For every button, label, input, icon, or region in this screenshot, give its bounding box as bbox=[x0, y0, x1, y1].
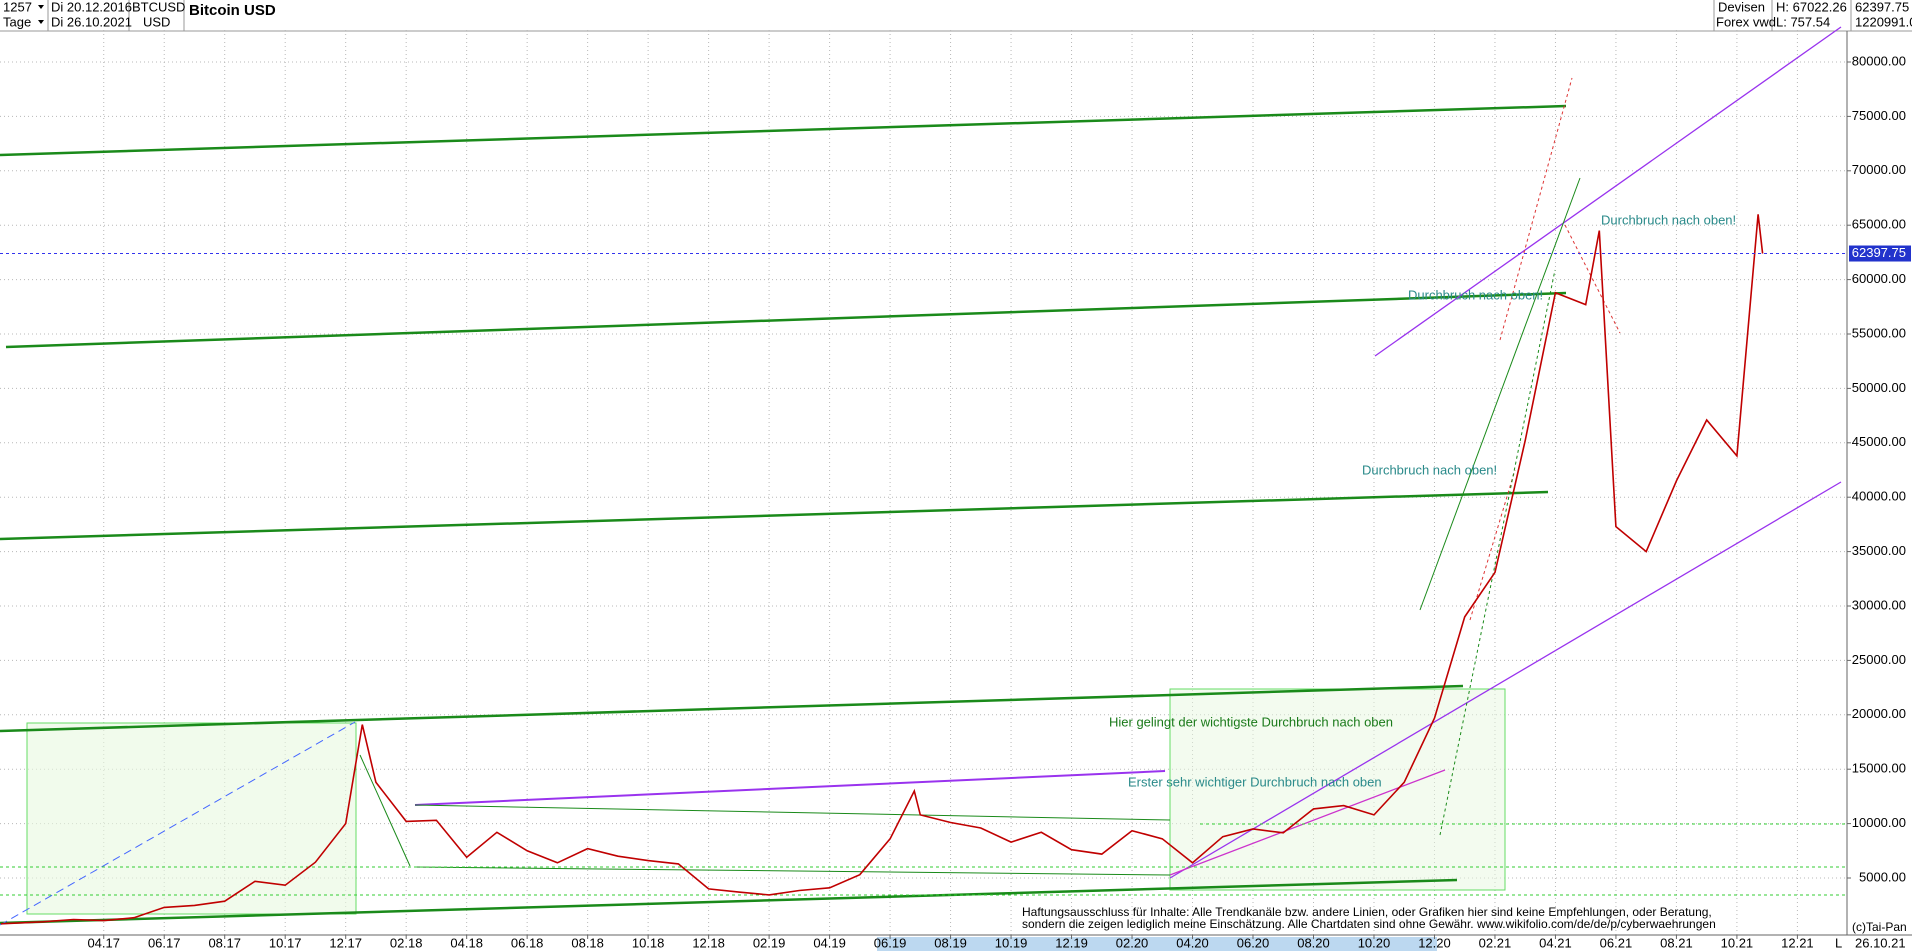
x-tick-label: 12.17 bbox=[329, 935, 362, 950]
trendline bbox=[1374, 26, 1842, 357]
x-tick-label: 02.18 bbox=[390, 935, 423, 950]
x-tick-label: 04.17 bbox=[87, 935, 120, 950]
trendlines bbox=[0, 26, 1847, 926]
low: L: 757.54 bbox=[1776, 14, 1830, 29]
x-tick-label: 10.19 bbox=[995, 935, 1028, 950]
x-tick-label: 10.17 bbox=[269, 935, 302, 950]
trendline bbox=[0, 684, 1464, 733]
trendline bbox=[1419, 177, 1581, 611]
chart-title: Bitcoin USD bbox=[189, 2, 276, 19]
range-box bbox=[26, 722, 357, 915]
from-date: Di 20.12.2016 bbox=[51, 0, 132, 14]
x-tick-label: 04.20 bbox=[1176, 935, 1209, 950]
count[interactable]: 1257 bbox=[3, 0, 32, 14]
x-tick-label: 12.19 bbox=[1055, 935, 1088, 950]
x-tick-label: 08.20 bbox=[1297, 935, 1330, 950]
trendline bbox=[0, 721, 356, 926]
y-tick-label: 50000.00 bbox=[1852, 380, 1906, 395]
x-tick-label: 06.18 bbox=[511, 935, 544, 950]
end-date: 26.10.21 bbox=[1855, 935, 1906, 950]
last-price-label: 62397.75 bbox=[1852, 245, 1906, 260]
x-tick-label: 08.19 bbox=[934, 935, 967, 950]
currency: USD bbox=[143, 14, 170, 29]
trendline bbox=[414, 804, 1171, 821]
trendline bbox=[1169, 481, 1842, 879]
plot bbox=[0, 214, 1847, 925]
trendline bbox=[1469, 469, 1516, 621]
scroll-range[interactable] bbox=[877, 937, 1437, 951]
y-tick-label: 5000.00 bbox=[1859, 869, 1906, 884]
annotation: Durchbruch nach oben! bbox=[1362, 462, 1497, 477]
x-tick-label: 04.21 bbox=[1539, 935, 1572, 950]
high: H: 67022.26 bbox=[1776, 0, 1847, 14]
y-tick-label: 15000.00 bbox=[1852, 761, 1906, 776]
trendline bbox=[0, 878, 1458, 925]
trendline bbox=[1564, 224, 1621, 334]
y-tick-label: 45000.00 bbox=[1852, 434, 1906, 449]
to-date: Di 26.10.2021 bbox=[51, 14, 132, 29]
y-tick-label: 20000.00 bbox=[1852, 706, 1906, 721]
x-tick-label: 02.21 bbox=[1479, 935, 1512, 950]
y-tick-label: 55000.00 bbox=[1852, 325, 1906, 340]
y-tick-label: 65000.00 bbox=[1852, 217, 1906, 232]
x-tick-label: 02.20 bbox=[1116, 935, 1149, 950]
market: Devisen bbox=[1718, 0, 1765, 14]
period[interactable]: Tage bbox=[3, 14, 31, 29]
x-tick-label: 04.18 bbox=[450, 935, 483, 950]
y-tick-label: 75000.00 bbox=[1852, 108, 1906, 123]
x-tick-label: 06.17 bbox=[148, 935, 181, 950]
x-tick-label: 06.20 bbox=[1237, 935, 1270, 950]
disclaimer: sondern die zeigen lediglich meine Einsc… bbox=[1022, 917, 1716, 931]
x-tick-label: 12.18 bbox=[692, 935, 725, 950]
trendline bbox=[0, 104, 1567, 157]
range-box bbox=[1169, 688, 1506, 891]
volume: 1220991.0 bbox=[1855, 14, 1912, 29]
x-tick-label: 02.19 bbox=[753, 935, 786, 950]
x-tick-label: 08.18 bbox=[571, 935, 604, 950]
x-tick-label: 12.21 bbox=[1781, 935, 1814, 950]
last: 62397.75 bbox=[1855, 0, 1909, 14]
annotation: Durchbruch nach oben! bbox=[1601, 212, 1736, 227]
y-tick-label: 40000.00 bbox=[1852, 489, 1906, 504]
disclaimer: Haftungsausschluss für Inhalte: Alle Tre… bbox=[1022, 905, 1712, 919]
annotation: Erster sehr wichtiger Durchbruch nach ob… bbox=[1128, 774, 1382, 789]
trendline bbox=[0, 490, 1549, 541]
y-tick-label: 80000.00 bbox=[1852, 53, 1906, 68]
source: Forex vwd bbox=[1716, 14, 1776, 29]
price-line bbox=[0, 214, 1764, 925]
x-tick-label: 04.19 bbox=[813, 935, 846, 950]
copyright: (c)Tai-Pan bbox=[1852, 920, 1907, 934]
y-tick-label: 60000.00 bbox=[1852, 271, 1906, 286]
y-tick-label: 30000.00 bbox=[1852, 597, 1906, 612]
dropdown-arrow bbox=[38, 5, 44, 24]
trendline bbox=[1439, 269, 1556, 836]
trendline bbox=[359, 754, 411, 867]
x-tick-label: 08.17 bbox=[208, 935, 241, 950]
header: 1257 Tage Di 20.12.2016 Di 26.10.2021 BT… bbox=[0, 0, 1912, 32]
x-tick-label: 12.20 bbox=[1418, 935, 1451, 950]
y-tick-label: 35000.00 bbox=[1852, 543, 1906, 558]
annotation: Durchbruch nach oben! bbox=[1408, 287, 1543, 302]
annotation: Hier gelingt der wichtigste Durchbruch n… bbox=[1109, 714, 1393, 729]
x-tick-label: 08.21 bbox=[1660, 935, 1693, 950]
x-tick-label: 06.19 bbox=[874, 935, 907, 950]
trendline bbox=[5, 291, 1567, 349]
symbol: BTCUSD bbox=[132, 0, 185, 14]
trendline bbox=[414, 866, 1171, 876]
y-tick-label: 70000.00 bbox=[1852, 162, 1906, 177]
y-tick-label: 25000.00 bbox=[1852, 652, 1906, 667]
scale-mode[interactable]: L bbox=[1835, 935, 1842, 950]
x-tick-label: 10.20 bbox=[1358, 935, 1391, 950]
x-tick-label: 06.21 bbox=[1600, 935, 1633, 950]
last-price-box bbox=[1849, 245, 1911, 262]
trendline bbox=[414, 770, 1166, 806]
x-tick-label: 10.18 bbox=[632, 935, 665, 950]
x-tick-label: 10.21 bbox=[1721, 935, 1754, 950]
y-tick-label: 10000.00 bbox=[1852, 815, 1906, 830]
